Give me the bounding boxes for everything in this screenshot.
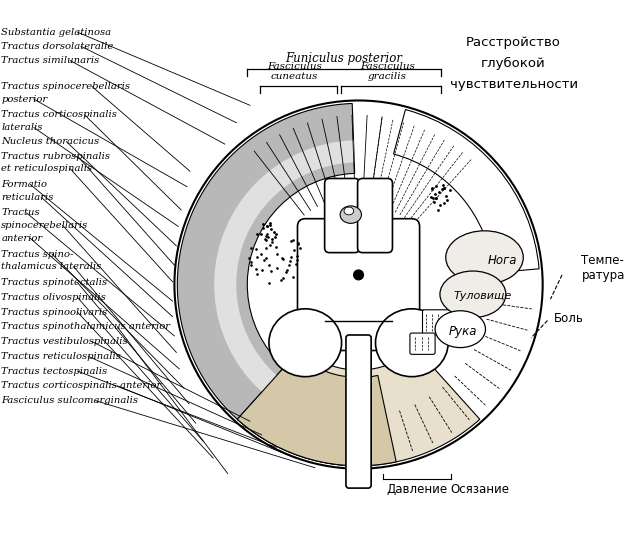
Text: Tractus: Tractus (1, 208, 40, 218)
Ellipse shape (435, 311, 486, 348)
Wedge shape (237, 348, 480, 466)
Text: Рука: Рука (449, 325, 477, 338)
Text: глубокой: глубокой (481, 57, 546, 70)
Ellipse shape (269, 309, 342, 376)
Ellipse shape (340, 206, 362, 224)
Ellipse shape (446, 231, 523, 284)
Text: Substantia gelatinosa: Substantia gelatinosa (1, 28, 111, 36)
Text: Nucleus thoracicus: Nucleus thoracicus (1, 137, 99, 146)
Text: Темпе-
ратура: Темпе- ратура (581, 254, 625, 282)
FancyBboxPatch shape (423, 310, 454, 335)
Text: Tractus vestibulospinalis: Tractus vestibulospinalis (1, 337, 128, 346)
FancyBboxPatch shape (357, 178, 392, 252)
Text: Tractus spino-: Tractus spino- (1, 250, 74, 258)
Ellipse shape (344, 207, 353, 215)
Text: Tractus corticospinalis: Tractus corticospinalis (1, 110, 117, 119)
Wedge shape (177, 103, 355, 465)
Text: Боль: Боль (554, 312, 584, 325)
Text: Tractus dorsolateralle: Tractus dorsolateralle (1, 42, 113, 51)
Text: Tractus spinocerebellaris: Tractus spinocerebellaris (1, 82, 130, 91)
Wedge shape (214, 140, 354, 429)
Text: spinocerebellaris: spinocerebellaris (1, 221, 89, 230)
Text: Formatio: Formatio (1, 180, 47, 189)
Text: Tractus corticospinalis anterior: Tractus corticospinalis anterior (1, 381, 162, 391)
Text: et reticulospinalis: et reticulospinalis (1, 164, 92, 173)
FancyBboxPatch shape (298, 219, 420, 350)
Text: Туловище: Туловище (454, 291, 512, 301)
Text: Tractus tectospinalis: Tractus tectospinalis (1, 367, 108, 375)
Text: Fasciculus
gracilis: Fasciculus gracilis (360, 61, 415, 81)
Ellipse shape (440, 271, 506, 318)
Text: lateralis: lateralis (1, 123, 43, 132)
Text: чувствительности: чувствительности (450, 78, 577, 91)
Text: Tractus reticulospinalis: Tractus reticulospinalis (1, 352, 121, 361)
Text: Tractus spinoolivaris: Tractus spinoolivaris (1, 307, 108, 317)
Text: Расстройство: Расстройство (466, 35, 561, 48)
Text: reticularis: reticularis (1, 193, 53, 202)
Text: thalamicus lateralis: thalamicus lateralis (1, 262, 102, 271)
Text: Tractus spinotectalis: Tractus spinotectalis (1, 278, 108, 287)
FancyBboxPatch shape (410, 333, 435, 354)
Text: anterior: anterior (1, 234, 42, 243)
Wedge shape (394, 109, 539, 273)
Text: Tractus similunaris: Tractus similunaris (1, 56, 99, 65)
FancyBboxPatch shape (325, 178, 360, 252)
Text: Tractus spinothalamicus anterior: Tractus spinothalamicus anterior (1, 323, 170, 331)
Text: posterior: posterior (1, 95, 47, 103)
Circle shape (353, 270, 364, 280)
Text: Tractus rubrospinalis: Tractus rubrospinalis (1, 152, 110, 160)
Ellipse shape (376, 309, 448, 376)
Text: Funiculus posterior: Funiculus posterior (286, 52, 403, 65)
Text: Давление: Давление (386, 483, 447, 496)
Text: Осязание: Осязание (450, 483, 509, 496)
Text: Fasciculus
cuneatus: Fasciculus cuneatus (267, 61, 322, 81)
FancyBboxPatch shape (346, 335, 371, 488)
Text: Fasciculus sulcomarginalis: Fasciculus sulcomarginalis (1, 396, 138, 405)
Wedge shape (237, 354, 396, 466)
Text: Нога: Нога (487, 254, 516, 267)
Text: Tractus olivospinalis: Tractus olivospinalis (1, 293, 106, 302)
